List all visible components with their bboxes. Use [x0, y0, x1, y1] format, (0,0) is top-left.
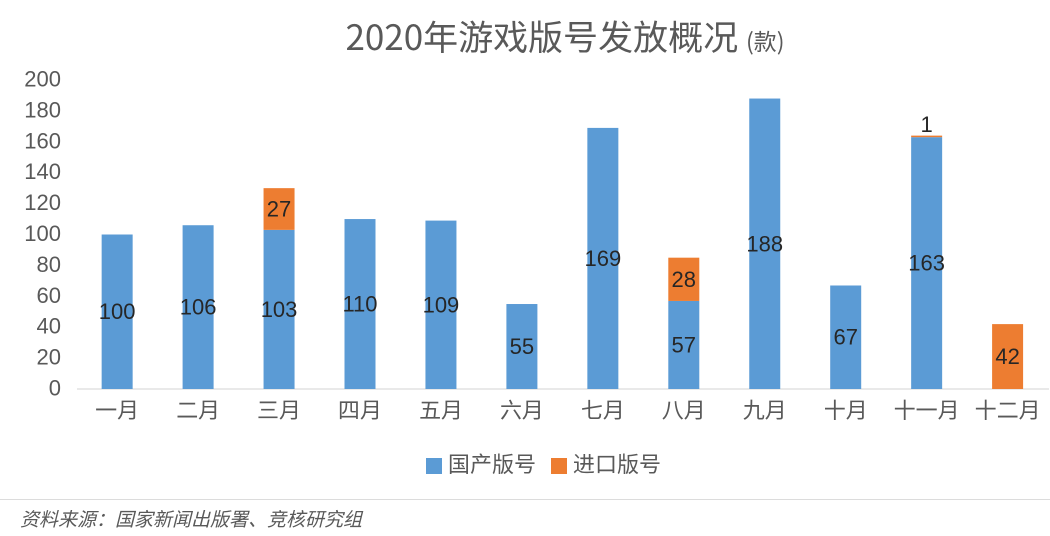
svg-text:八月: 八月 — [662, 393, 706, 425]
svg-text:103: 103 — [261, 297, 298, 322]
svg-text:180: 180 — [24, 97, 61, 122]
svg-text:二月: 二月 — [176, 393, 220, 425]
svg-text:国产版号: 国产版号 — [448, 447, 536, 479]
svg-text:0: 0 — [49, 376, 61, 401]
svg-text:169: 169 — [584, 246, 621, 271]
svg-text:进口版号: 进口版号 — [573, 447, 661, 479]
svg-text:60: 60 — [37, 283, 61, 308]
svg-text:40: 40 — [37, 314, 61, 339]
svg-text:110: 110 — [342, 292, 377, 317]
svg-text:100: 100 — [24, 221, 61, 246]
svg-text:一月: 一月 — [95, 393, 139, 425]
svg-text:九月: 九月 — [743, 393, 787, 425]
svg-text:109: 109 — [423, 292, 460, 317]
svg-text:三月: 三月 — [257, 393, 301, 425]
svg-text:120: 120 — [24, 190, 61, 215]
svg-text:160: 160 — [24, 128, 61, 153]
svg-text:27: 27 — [267, 197, 291, 222]
svg-text:200: 200 — [24, 67, 61, 92]
svg-text:四月: 四月 — [338, 393, 382, 425]
svg-text:67: 67 — [833, 325, 857, 350]
svg-text:28: 28 — [672, 267, 696, 292]
svg-text:100: 100 — [99, 299, 136, 324]
svg-text:57: 57 — [672, 333, 696, 358]
svg-text:六月: 六月 — [500, 393, 544, 425]
svg-text:188: 188 — [746, 231, 783, 256]
svg-text:十二月: 十二月 — [975, 393, 1041, 425]
svg-text:140: 140 — [24, 159, 61, 184]
svg-text:1: 1 — [921, 112, 933, 137]
svg-text:55: 55 — [510, 334, 534, 359]
svg-text:五月: 五月 — [419, 393, 463, 425]
svg-text:十月: 十月 — [824, 393, 868, 425]
svg-text:42: 42 — [995, 344, 1019, 369]
svg-text:七月: 七月 — [581, 393, 625, 425]
svg-text:163: 163 — [908, 251, 945, 276]
svg-text:十一月: 十一月 — [894, 393, 960, 425]
svg-text:20: 20 — [37, 345, 61, 370]
svg-text:106: 106 — [180, 295, 217, 320]
svg-text:80: 80 — [37, 252, 61, 277]
